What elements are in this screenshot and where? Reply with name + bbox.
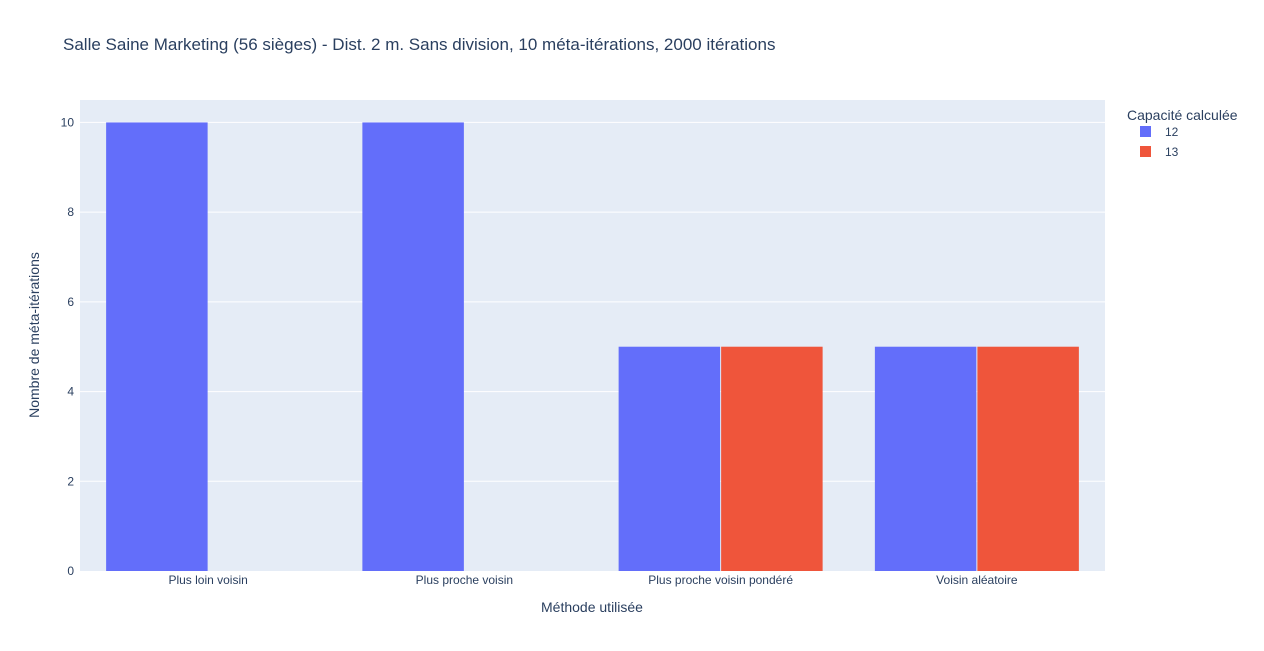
x-tick-label: Plus proche voisin pondéré <box>648 573 793 587</box>
chart-title: Salle Saine Marketing (56 sièges) - Dist… <box>63 35 775 54</box>
x-tick-label: Voisin aléatoire <box>936 573 1018 587</box>
y-tick-labels: 0 2 4 6 8 10 <box>61 115 75 578</box>
legend-label[interactable]: 12 <box>1165 125 1179 139</box>
bar[interactable] <box>721 346 823 571</box>
y-tick-label: 0 <box>67 564 74 578</box>
legend-label[interactable]: 13 <box>1165 145 1179 159</box>
y-tick-label: 6 <box>67 295 74 309</box>
bar[interactable] <box>362 122 464 571</box>
x-tick-label: Plus proche voisin <box>416 573 513 587</box>
x-tick-labels: Plus loin voisin Plus proche voisin Plus p… <box>168 573 1017 587</box>
bar[interactable] <box>977 346 1079 571</box>
legend-swatch[interactable] <box>1140 126 1151 137</box>
y-axis-title: Nombre de méta-itérations <box>26 252 42 418</box>
x-axis-title: Méthode utilisée <box>541 599 643 615</box>
x-tick-label: Plus loin voisin <box>168 573 247 587</box>
bar[interactable] <box>106 122 208 571</box>
bar[interactable] <box>618 346 721 571</box>
legend-title: Capacité calculée <box>1127 107 1238 123</box>
y-tick-label: 2 <box>67 474 74 488</box>
y-tick-label: 10 <box>61 115 75 129</box>
y-tick-label: 4 <box>67 385 74 399</box>
bar[interactable] <box>874 346 977 571</box>
y-tick-label: 8 <box>67 205 74 219</box>
legend-swatch[interactable] <box>1140 146 1151 157</box>
bars <box>106 122 1079 571</box>
